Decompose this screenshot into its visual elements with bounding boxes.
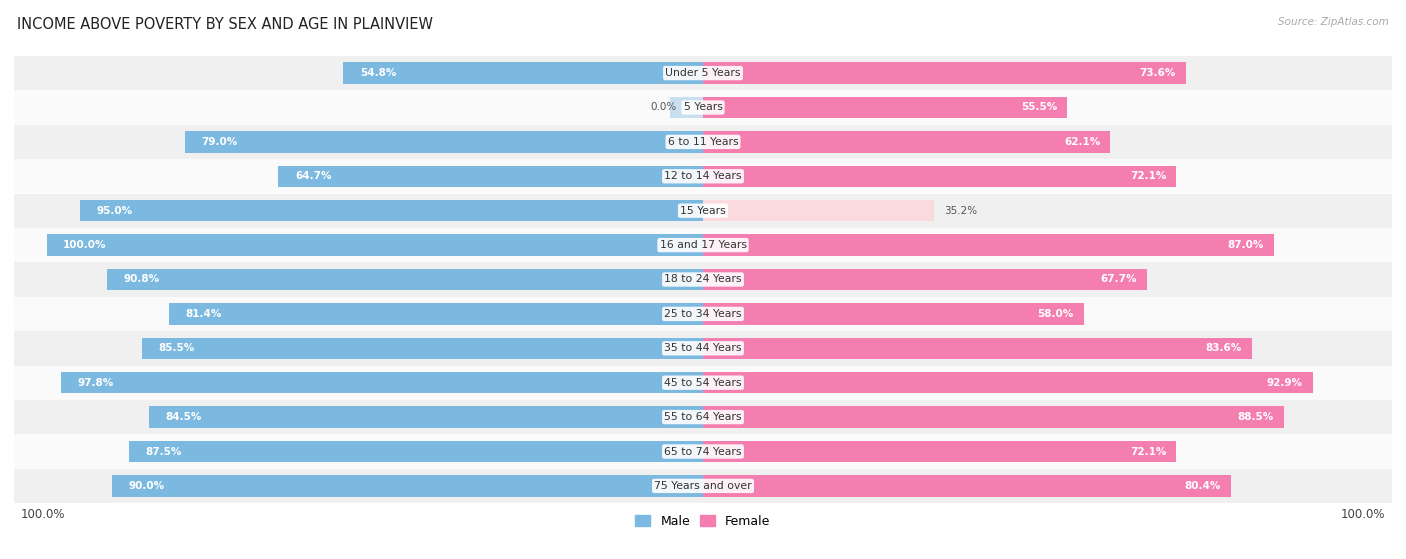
Text: 100.0%: 100.0% xyxy=(21,508,65,521)
Text: 72.1%: 72.1% xyxy=(1130,447,1166,457)
Bar xyxy=(14,125,1392,159)
Bar xyxy=(184,131,703,153)
Bar xyxy=(112,475,703,496)
Bar xyxy=(142,338,703,359)
Text: Source: ZipAtlas.com: Source: ZipAtlas.com xyxy=(1278,17,1389,27)
Bar xyxy=(80,200,703,221)
Text: 0.0%: 0.0% xyxy=(651,102,676,112)
Text: 67.7%: 67.7% xyxy=(1101,274,1137,285)
Text: 90.8%: 90.8% xyxy=(124,274,160,285)
Text: 25 to 34 Years: 25 to 34 Years xyxy=(664,309,742,319)
Text: 95.0%: 95.0% xyxy=(96,206,132,216)
Bar xyxy=(703,63,1185,84)
Text: 85.5%: 85.5% xyxy=(159,343,194,353)
Bar xyxy=(703,406,1284,428)
Text: 62.1%: 62.1% xyxy=(1064,137,1101,147)
Text: 88.5%: 88.5% xyxy=(1237,412,1274,422)
Text: 35 to 44 Years: 35 to 44 Years xyxy=(664,343,742,353)
Bar xyxy=(703,131,1111,153)
Legend: Male, Female: Male, Female xyxy=(630,510,776,533)
Text: Under 5 Years: Under 5 Years xyxy=(665,68,741,78)
Text: 73.6%: 73.6% xyxy=(1140,68,1175,78)
Bar xyxy=(703,234,1274,256)
Bar xyxy=(703,165,1175,187)
Bar xyxy=(703,269,1147,290)
Bar xyxy=(14,468,1392,503)
Text: 90.0%: 90.0% xyxy=(129,481,165,491)
Text: 16 and 17 Years: 16 and 17 Years xyxy=(659,240,747,250)
Bar xyxy=(14,400,1392,434)
Bar xyxy=(14,434,1392,468)
Text: 84.5%: 84.5% xyxy=(165,412,201,422)
Bar xyxy=(14,297,1392,331)
Bar xyxy=(169,303,703,325)
Bar xyxy=(62,372,703,394)
Bar xyxy=(703,97,1067,118)
Text: 58.0%: 58.0% xyxy=(1038,309,1074,319)
Text: INCOME ABOVE POVERTY BY SEX AND AGE IN PLAINVIEW: INCOME ABOVE POVERTY BY SEX AND AGE IN P… xyxy=(17,17,433,32)
Text: 5 Years: 5 Years xyxy=(683,102,723,112)
Text: 45 to 54 Years: 45 to 54 Years xyxy=(664,378,742,388)
Bar xyxy=(14,193,1392,228)
Bar xyxy=(14,331,1392,366)
Text: 15 Years: 15 Years xyxy=(681,206,725,216)
Bar xyxy=(278,165,703,187)
Bar xyxy=(671,97,703,118)
Bar xyxy=(14,366,1392,400)
Text: 64.7%: 64.7% xyxy=(295,171,332,181)
Text: 75 Years and over: 75 Years and over xyxy=(654,481,752,491)
Text: 55 to 64 Years: 55 to 64 Years xyxy=(664,412,742,422)
Text: 79.0%: 79.0% xyxy=(201,137,238,147)
Bar xyxy=(343,63,703,84)
Bar xyxy=(129,441,703,462)
Bar xyxy=(703,475,1230,496)
Text: 80.4%: 80.4% xyxy=(1184,481,1220,491)
Bar xyxy=(703,338,1251,359)
Text: 35.2%: 35.2% xyxy=(943,206,977,216)
Bar xyxy=(46,234,703,256)
Bar xyxy=(149,406,703,428)
Bar xyxy=(14,228,1392,262)
Text: 81.4%: 81.4% xyxy=(186,309,222,319)
Text: 87.5%: 87.5% xyxy=(145,447,181,457)
Text: 100.0%: 100.0% xyxy=(63,240,107,250)
Text: 6 to 11 Years: 6 to 11 Years xyxy=(668,137,738,147)
Text: 100.0%: 100.0% xyxy=(1341,508,1385,521)
Bar xyxy=(14,56,1392,91)
Text: 83.6%: 83.6% xyxy=(1205,343,1241,353)
Text: 12 to 14 Years: 12 to 14 Years xyxy=(664,171,742,181)
Text: 72.1%: 72.1% xyxy=(1130,171,1166,181)
Bar xyxy=(703,372,1313,394)
Text: 97.8%: 97.8% xyxy=(77,378,114,388)
Bar xyxy=(14,262,1392,297)
Text: 18 to 24 Years: 18 to 24 Years xyxy=(664,274,742,285)
Bar xyxy=(703,441,1175,462)
Bar xyxy=(107,269,703,290)
Text: 55.5%: 55.5% xyxy=(1021,102,1057,112)
Text: 87.0%: 87.0% xyxy=(1227,240,1264,250)
Bar xyxy=(14,159,1392,193)
Bar xyxy=(703,200,934,221)
Bar xyxy=(14,91,1392,125)
Bar xyxy=(703,303,1084,325)
Text: 54.8%: 54.8% xyxy=(360,68,396,78)
Text: 92.9%: 92.9% xyxy=(1267,378,1303,388)
Text: 65 to 74 Years: 65 to 74 Years xyxy=(664,447,742,457)
